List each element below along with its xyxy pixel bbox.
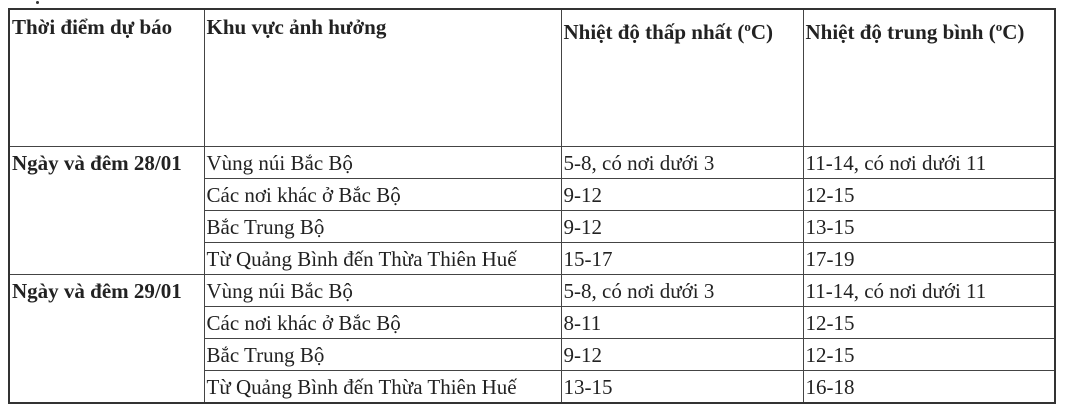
table-row: Các nơi khác ở Bắc Bộ 9-12 12-15 bbox=[9, 178, 1056, 211]
min-temp-cell: 8-11 bbox=[560, 306, 804, 339]
area-cell: Bắc Trung Bộ bbox=[203, 210, 562, 243]
forecast-day: Ngày và đêm 29/01 bbox=[8, 274, 205, 404]
min-temp-cell: 9-12 bbox=[560, 338, 804, 371]
area-cell: Các nơi khác ở Bắc Bộ bbox=[203, 178, 562, 211]
stray-dot bbox=[36, 1, 39, 4]
area-cell: Vùng núi Bắc Bộ bbox=[203, 274, 562, 307]
header-row: Thời điểm dự báo Khu vực ảnh hưởng Nhiệt… bbox=[8, 8, 1056, 147]
degree-sup: o bbox=[995, 19, 1003, 34]
table-row: Ngày và đêm 28/01 Vùng núi Bắc Bộ 5-8, có … bbox=[8, 146, 1056, 275]
avg-temp-cell: 12-15 bbox=[802, 178, 1056, 211]
min-temp-cell: 5-8, có nơi dưới 3 bbox=[560, 146, 804, 179]
avg-temp-cell: 11-14, có nơi dưới 11 bbox=[802, 274, 1056, 307]
min-temp-cell: 9-12 bbox=[560, 178, 804, 211]
header-area: Khu vực ảnh hưởng bbox=[203, 8, 562, 147]
avg-temp-cell: 13-15 bbox=[802, 210, 1056, 243]
area-cell: Bắc Trung Bộ bbox=[203, 338, 562, 371]
header-avg-text: Nhiệt độ trung bình ( bbox=[805, 20, 996, 44]
avg-temp-cell: 12-15 bbox=[802, 338, 1056, 371]
header-min-text: Nhiệt độ thấp nhất ( bbox=[563, 20, 745, 44]
avg-temp-cell: 16-18 bbox=[802, 370, 1056, 404]
table-row: Từ Quảng Bình đến Thừa Thiên Huế 13-15 16-… bbox=[9, 370, 1056, 404]
avg-temp-cell: 17-19 bbox=[802, 242, 1056, 275]
area-cell: Từ Quảng Bình đến Thừa Thiên Huế bbox=[203, 370, 562, 404]
table-row: Bắc Trung Bộ 9-12 12-15 bbox=[9, 338, 1056, 371]
table-row: Các nơi khác ở Bắc Bộ 8-11 12-15 bbox=[9, 306, 1056, 339]
header-unit: C) bbox=[750, 20, 774, 44]
area-cell: Các nơi khác ở Bắc Bộ bbox=[203, 306, 562, 339]
table-row: Ngày và đêm 29/01 Vùng núi Bắc Bộ 5-8, có … bbox=[8, 274, 1056, 404]
avg-temp-cell: 12-15 bbox=[802, 306, 1056, 339]
header-avg-temp: Nhiệt độ trung bình (oC) bbox=[802, 8, 1056, 147]
header-time: Thời điểm dự báo bbox=[8, 8, 205, 147]
min-temp-cell: 9-12 bbox=[560, 210, 804, 243]
min-temp-cell: 15-17 bbox=[560, 242, 804, 275]
forecast-day: Ngày và đêm 28/01 bbox=[8, 146, 205, 275]
avg-temp-cell: 11-14, có nơi dưới 11 bbox=[802, 146, 1056, 179]
table-row: Bắc Trung Bộ 9-12 13-15 bbox=[9, 210, 1056, 243]
min-temp-cell: 13-15 bbox=[560, 370, 804, 404]
forecast-table: Thời điểm dự báo Khu vực ảnh hưởng Nhiệt… bbox=[8, 8, 1056, 404]
degree-sup: o bbox=[744, 19, 751, 34]
min-temp-cell: 5-8, có nơi dưới 3 bbox=[560, 274, 804, 307]
header-unit: C) bbox=[1002, 20, 1025, 44]
header-min-temp: Nhiệt độ thấp nhất (oC) bbox=[560, 8, 804, 147]
area-cell: Từ Quảng Bình đến Thừa Thiên Huế bbox=[203, 242, 562, 275]
area-cell: Vùng núi Bắc Bộ bbox=[203, 146, 562, 179]
